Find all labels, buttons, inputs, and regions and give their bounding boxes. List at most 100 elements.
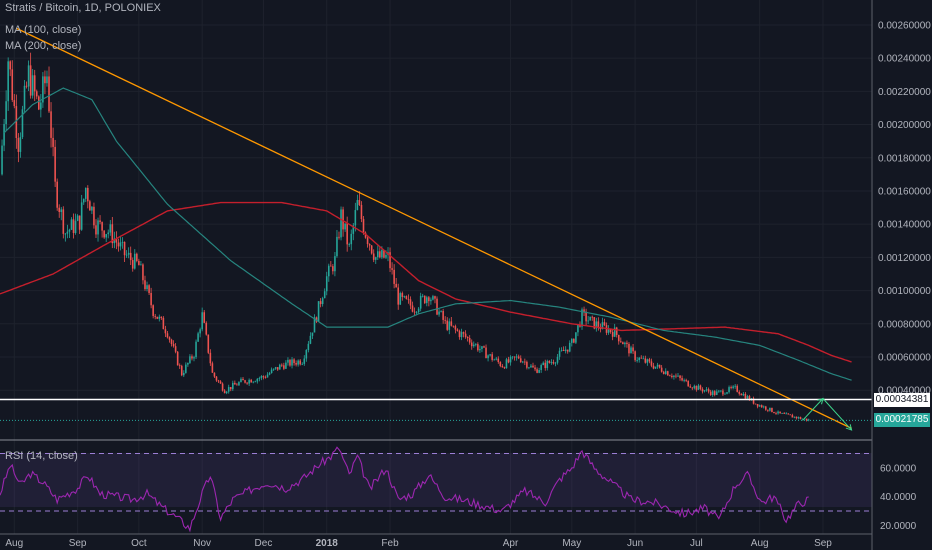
candle-body bbox=[221, 383, 224, 391]
time-axis[interactable]: Aug Sep Oct Nov Dec 2018 Feb Apr May Jun Jul Aug Sep bbox=[5, 538, 832, 549]
candle-body bbox=[105, 234, 107, 238]
candle-body bbox=[417, 308, 420, 313]
rsi-legend[interactable]: RSI (14, close) bbox=[5, 450, 78, 462]
candle-body bbox=[129, 252, 132, 261]
candle-body bbox=[530, 365, 532, 368]
candle-body bbox=[738, 391, 741, 394]
candle-body bbox=[397, 287, 400, 305]
rsi-tick-label: 20.0000 bbox=[880, 521, 917, 532]
rsi-tick-label: 40.0000 bbox=[880, 492, 917, 503]
candle-body bbox=[544, 362, 547, 369]
candle-body bbox=[174, 346, 177, 352]
candle-body bbox=[436, 298, 438, 315]
ma100-line[interactable] bbox=[3, 87, 852, 381]
candle-body bbox=[162, 318, 165, 330]
candle-body bbox=[538, 369, 540, 373]
candle-body bbox=[82, 198, 85, 203]
candle-body bbox=[299, 360, 301, 365]
ma200-legend[interactable]: MA (200, close) bbox=[5, 40, 82, 52]
candle-body bbox=[773, 412, 775, 414]
candle-body bbox=[777, 411, 779, 414]
candle-body bbox=[99, 220, 101, 223]
candle-body bbox=[695, 385, 698, 390]
candle-body bbox=[760, 405, 763, 408]
candle-body bbox=[571, 338, 573, 343]
candle-body bbox=[746, 396, 749, 399]
candle-body bbox=[464, 333, 467, 338]
candle-body bbox=[475, 344, 477, 345]
candle-body bbox=[722, 390, 724, 395]
candle-body bbox=[54, 146, 56, 182]
candle-body bbox=[293, 359, 295, 364]
candle-body bbox=[152, 305, 154, 316]
candle-body bbox=[687, 380, 690, 387]
candle-body bbox=[42, 76, 44, 103]
candle-body bbox=[295, 363, 297, 365]
candle-body bbox=[3, 124, 5, 146]
symbol-legend[interactable]: Stratis / Bitcoin, 1D, POLONIEX bbox=[5, 2, 161, 14]
candle-body bbox=[583, 309, 585, 312]
candle-body bbox=[309, 335, 312, 344]
candle-body bbox=[472, 344, 475, 347]
candle-body bbox=[146, 285, 148, 290]
rsi-line[interactable] bbox=[0, 446, 809, 533]
candle-body bbox=[411, 305, 414, 312]
candle-body bbox=[199, 329, 201, 334]
candle-body bbox=[756, 404, 759, 407]
candle-body bbox=[95, 225, 97, 235]
candle-body bbox=[223, 390, 226, 394]
ma200-line[interactable] bbox=[0, 201, 852, 363]
candle-body bbox=[644, 358, 647, 363]
candle-body bbox=[662, 371, 665, 375]
price-tick-label: 0.00240000 bbox=[878, 54, 931, 65]
candle-body bbox=[250, 379, 252, 383]
candle-body bbox=[552, 362, 555, 364]
candle-body bbox=[646, 359, 649, 363]
rsi-axis: 60.0000 40.0000 20.0000 bbox=[880, 463, 917, 532]
price-axis[interactable]: 0.00260000 0.00240000 0.00220000 0.00200000… bbox=[878, 20, 931, 396]
candle-body bbox=[362, 219, 365, 233]
candle-body bbox=[401, 293, 404, 297]
trendline[interactable] bbox=[16, 27, 852, 429]
time-tick-label: May bbox=[562, 538, 581, 549]
candle-body bbox=[426, 297, 428, 304]
candle-body bbox=[252, 381, 255, 383]
candle-body bbox=[732, 386, 734, 389]
candle-body bbox=[379, 251, 381, 258]
candle-body bbox=[601, 322, 604, 330]
grid bbox=[0, 0, 872, 534]
candle-body bbox=[148, 285, 150, 293]
candle-body bbox=[323, 291, 326, 299]
candle-body bbox=[779, 411, 781, 414]
candle-body bbox=[185, 364, 187, 373]
candle-body bbox=[781, 413, 783, 414]
candle-body bbox=[528, 367, 530, 369]
candle-body bbox=[219, 381, 222, 384]
candle-body bbox=[283, 365, 285, 369]
price-tick-label: 0.00260000 bbox=[878, 20, 931, 31]
ma100-legend[interactable]: MA (100, close) bbox=[5, 24, 82, 36]
candle-body bbox=[391, 268, 393, 270]
candle-body bbox=[460, 332, 463, 338]
candle-body bbox=[762, 406, 765, 408]
candle-body bbox=[797, 417, 800, 419]
candle-body bbox=[338, 236, 340, 238]
candle-body bbox=[503, 367, 506, 369]
candle-body bbox=[446, 320, 449, 330]
candle-body bbox=[238, 382, 240, 386]
candle-body bbox=[52, 137, 54, 147]
candle-body bbox=[38, 96, 40, 110]
candle-body bbox=[509, 356, 512, 363]
candle-body bbox=[164, 329, 167, 334]
candle-body bbox=[242, 378, 244, 381]
candle-body bbox=[393, 269, 395, 284]
projection-arrows[interactable] bbox=[802, 397, 853, 431]
candle-body bbox=[526, 361, 528, 368]
candle-body bbox=[595, 321, 598, 329]
candle-body bbox=[213, 372, 216, 377]
candle-body bbox=[197, 333, 199, 342]
candle-body bbox=[97, 220, 99, 235]
candle-body bbox=[593, 317, 596, 329]
candle-body bbox=[70, 219, 73, 230]
